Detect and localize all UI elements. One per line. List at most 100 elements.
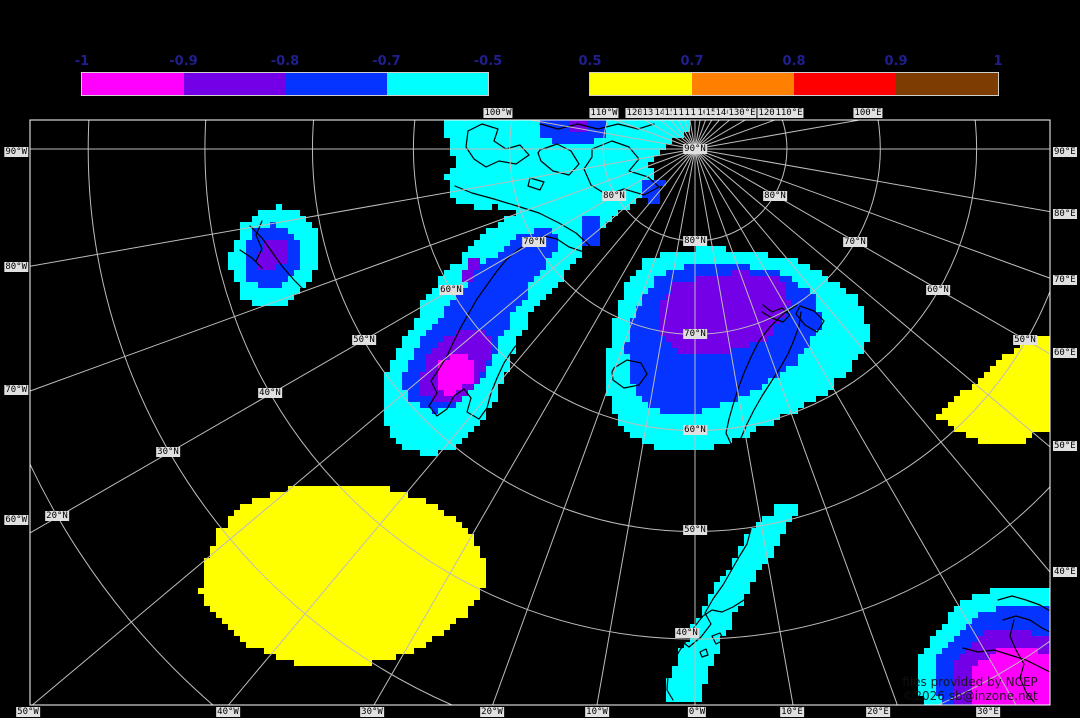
meridian-line [694,120,777,150]
colorbar-negative [81,72,489,96]
colorbar-tick-label: 0.5 [578,54,602,69]
meridian-line [694,120,747,150]
colorbar-segment-brown [896,73,998,95]
meridian-line [694,148,794,705]
graticule-label: 30°N [156,447,180,457]
coastline-arctic-island-b [537,143,580,176]
colorbar-segment-cyan [386,73,488,95]
graticule-label: 20°W [480,707,504,717]
contour-atlantic-yellow [198,486,486,666]
graticule-label: 40°N [675,628,699,638]
meridian-line [694,120,720,150]
graticule-label: 90°E [1053,147,1077,157]
graticule-label: 40°N [258,388,282,398]
colorbar-tick-label: -0.5 [473,54,503,69]
graticule-label: 80°N [763,191,787,201]
graticule-label: 20°N [45,511,69,521]
colorbar-tick-label: -0.7 [372,54,401,69]
coastline-norway-coast [725,304,802,445]
graticule-label: 70°N [522,237,546,247]
meridian-line [694,148,1050,573]
graticule-label: 90°W [4,147,28,157]
graticule-label: 60°W [4,515,28,525]
graticule-label: 60°E [1053,348,1077,358]
meridian-line [694,120,707,150]
contour-westeurope-cyan [666,504,798,702]
graticule-label: 60°N [926,285,950,295]
graticule-label: 50°N [352,335,376,345]
colorbar-tick-label: -0.9 [169,54,198,69]
graticule-label: 30°E [976,707,1000,717]
graticule-label: 90°N [683,144,707,154]
meridian-line [373,148,696,705]
contour-arctic-blue-2 [642,180,666,204]
graticule-label: 40°W [216,707,240,717]
meridian-line [30,148,696,534]
coastline-arctic-island-e [527,177,545,191]
graticule-label: 50°W [16,707,40,717]
colorbar-tick-label: -1 [74,54,90,69]
graticule-label: 80°W [4,262,28,272]
graticule-label: 110°W [589,108,619,118]
colorbar-tick-label: 1 [993,54,1003,69]
graticule-label: 80°N [602,191,626,201]
meridian-line [694,148,1050,355]
colorbar-tick-label: 0.7 [680,54,704,69]
colorbar-segment-orange [692,73,794,95]
graticule-label: 70°N [683,329,707,339]
graticule-label: 70°W [4,385,28,395]
graticule-label: 80°E [1053,209,1077,219]
contour-greenland-magenta [438,354,474,396]
coastlines [239,123,1050,703]
colorbar-tick-label: 0.9 [884,54,908,69]
graticule-label: 130°E [727,108,757,118]
colorbar-positive [589,72,999,96]
graticule-label: 10°E [780,707,804,717]
latitude-circle [204,120,1050,640]
colorbar-segment-red [794,73,896,95]
coastline-balearic-island-2 [699,648,709,658]
colorbar-segment-purple [183,73,285,95]
coastline-leftspot-river-1 [249,225,317,301]
colorbar-tick-label: -0.8 [270,54,300,69]
graticule-label: 110°E [774,108,804,118]
meridian-line [694,120,713,150]
graticule-label: 120°E [757,108,787,118]
map-frame [29,119,1051,706]
graticule-label: 100°W [483,108,513,118]
coastline-arctic-island-a [465,123,530,168]
coastline-balearic-island-1 [711,632,725,645]
contour-rightmid-yellow [936,336,1050,444]
meridian-line [492,148,696,705]
graticule-label: 70°N [843,237,867,247]
coastline-kola-coast [795,305,825,333]
meridian-line [31,148,696,705]
graticule-label: 30°W [360,707,384,717]
contour-arctic-blue-3 [582,216,600,246]
meridian-line [694,120,863,150]
coastline-leftspot-river-3 [239,249,263,269]
graticule-label: 70°E [1053,275,1077,285]
meridian-line [30,148,696,267]
graticule-label: 20°E [866,707,890,717]
colorbar-segment-yellow [590,73,692,95]
meridian-line [694,148,1050,448]
graticule-label: 40°E [1053,567,1077,577]
coastline-arctic-top-coast [539,123,655,130]
meridian-line [694,148,1017,705]
coastline-ireland-coast [657,610,678,634]
contour-leftspot-purple [258,240,288,270]
graticule-label: 100°E [853,108,883,118]
meridian-line [596,148,696,705]
coastline-blacksea-south-coast [1002,615,1050,633]
graticule-label: 50°E [1053,441,1077,451]
meridian-line [694,148,1050,279]
colorbar-segment-blue [285,73,387,95]
watermark-line-2: ©2026 sb@inzone.net [902,689,1038,703]
graticule-label: 60°N [683,425,707,435]
